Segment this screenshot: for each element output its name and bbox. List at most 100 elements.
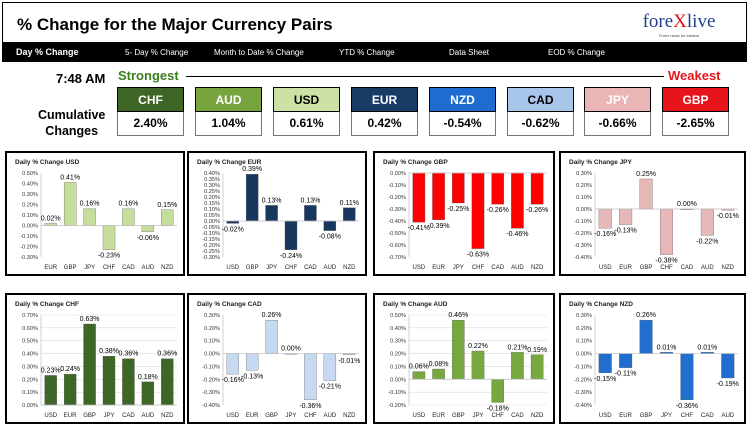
currency-value: 0.61%: [273, 112, 340, 136]
tab-day-change[interactable]: Day % Change: [16, 47, 79, 57]
bar: [491, 379, 504, 403]
currency-name: JPY: [584, 87, 651, 112]
tab-data-sheet[interactable]: Data Sheet: [449, 48, 490, 57]
data-label: -0.26%: [526, 207, 548, 214]
bar: [284, 220, 298, 250]
x-tick-label: CAD: [122, 413, 135, 419]
currency-name: EUR: [351, 87, 418, 112]
data-label: -0.16%: [222, 377, 244, 384]
chart-aud: -0.20% -0.10% 0.00% 0.10% 0.20% 0.30% 0.40% 0.5…: [388, 312, 547, 419]
chart-title: Daily % Change CAD: [197, 301, 262, 308]
tab-ytd-change[interactable]: YTD % Change: [339, 48, 395, 57]
data-label: 0.18%: [138, 374, 158, 381]
x-tick-label: AUD: [721, 413, 734, 419]
currency-name: USD: [273, 87, 340, 112]
currency-cell-2: AUD 1.04%: [195, 87, 262, 136]
chart-panel-cad: Daily % Change CAD -0.40% -0.30% -0.20% -0.…: [187, 293, 367, 424]
tab-5-day-change[interactable]: 5- Day % Change: [125, 48, 189, 57]
y-tick-label: -0.10%: [574, 219, 592, 225]
x-tick-label: EUR: [44, 265, 57, 271]
chart-title: Daily % Change AUD: [383, 301, 448, 308]
data-label: 0.41%: [60, 174, 80, 181]
bar: [471, 350, 485, 380]
chart-title: Daily % Change EUR: [197, 159, 262, 166]
chart-panel-chf: Daily % Change CHF 0.00% 0.10% 0.20% 0.30% 0…: [5, 293, 185, 424]
chart-chf: 0.00% 0.10% 0.20% 0.30% 0.40% 0.50% 0.60% 0.70%…: [22, 313, 177, 419]
cumulative-changes-label: Cumulative Changes: [38, 108, 106, 138]
y-tick-label: -0.05%: [202, 225, 220, 231]
x-tick-label: AUD: [142, 265, 155, 271]
y-tick-label: 0.10%: [390, 364, 406, 370]
x-tick-label: NZD: [722, 265, 735, 271]
data-label: 0.36%: [118, 351, 138, 358]
tab-month-to-date-change[interactable]: Month to Date % Change: [214, 48, 304, 57]
y-tick-label: 0.50%: [390, 313, 406, 319]
strongest-label: Strongest: [118, 68, 179, 83]
data-label: -0.19%: [717, 381, 739, 388]
y-tick-label: -0.30%: [202, 255, 220, 261]
y-tick-label: 0.40%: [22, 352, 38, 358]
y-tick-label: -0.60%: [388, 243, 406, 249]
bar: [63, 182, 77, 226]
y-tick-label: 0.50%: [22, 339, 38, 345]
data-label: -0.25%: [447, 206, 469, 213]
chart-panel-usd: Daily % Change USD -0.30% -0.20% -0.10% 0.0…: [5, 151, 185, 276]
x-tick-label: GBP: [83, 413, 96, 419]
y-tick-label: -0.10%: [202, 364, 220, 370]
x-tick-label: NZD: [531, 265, 544, 271]
data-label: 0.46%: [448, 312, 468, 319]
x-tick-label: AUD: [701, 265, 714, 271]
data-label: -0.02%: [222, 226, 244, 233]
currency-cell-5: NZD -0.54%: [429, 87, 496, 136]
x-tick-label: NZD: [161, 265, 174, 271]
bar: [530, 172, 544, 205]
bar: [141, 225, 155, 232]
y-tick-label: 0.20%: [204, 195, 220, 201]
bar: [141, 381, 155, 406]
currency-name: CAD: [507, 87, 574, 112]
bar: [619, 353, 633, 368]
bar: [245, 353, 259, 371]
x-tick-label: AUD: [324, 265, 337, 271]
y-tick-label: -0.10%: [20, 234, 38, 240]
bar: [83, 323, 96, 406]
x-tick-label: USD: [413, 413, 426, 419]
bar: [639, 178, 653, 210]
data-label: 0.25%: [636, 171, 656, 178]
y-tick-label: 0.30%: [576, 313, 592, 319]
bar: [323, 220, 337, 231]
chart-title: Daily % Change USD: [15, 159, 80, 166]
data-label: -0.36%: [676, 403, 698, 410]
y-tick-label: -0.20%: [574, 377, 592, 383]
data-label: 0.21%: [507, 344, 527, 351]
x-tick-label: CAD: [491, 265, 504, 271]
data-label: 0.00%: [677, 201, 697, 208]
bar: [639, 319, 653, 354]
tab-eod-change[interactable]: EOD % Change: [548, 48, 605, 57]
y-tick-label: 0.20%: [576, 183, 592, 189]
currency-value: 0.42%: [351, 112, 418, 136]
data-label: 0.24%: [60, 366, 80, 373]
data-label: 0.16%: [80, 201, 100, 208]
y-tick-label: -0.10%: [388, 390, 406, 396]
currency-value: -0.66%: [584, 112, 651, 136]
x-tick-label: GBP: [64, 265, 77, 271]
data-label: -0.41%: [408, 225, 430, 232]
y-tick-label: -0.10%: [574, 364, 592, 370]
y-tick-label: -0.40%: [202, 403, 220, 409]
y-tick-label: -0.10%: [388, 183, 406, 189]
currency-value: -0.54%: [429, 112, 496, 136]
chart-usd: -0.30% -0.20% -0.10% 0.00% 0.10% 0.20% 0.30% 0.…: [20, 171, 177, 271]
y-tick-label: 0.10%: [576, 195, 592, 201]
data-label: 0.01%: [697, 344, 717, 351]
currency-cell-3: USD 0.61%: [273, 87, 340, 136]
data-label: -0.13%: [615, 228, 637, 235]
data-label: -0.11%: [615, 371, 637, 378]
data-label: -0.21%: [319, 384, 341, 391]
x-tick-label: CAD: [701, 413, 714, 419]
chart-panel-jpy: Daily % Change JPY -0.40% -0.30% -0.20% -0.…: [559, 151, 746, 276]
y-tick-label: 0.60%: [22, 326, 38, 332]
data-label: -0.08%: [319, 234, 341, 241]
x-tick-label: EUR: [619, 413, 632, 419]
y-tick-label: -0.20%: [574, 231, 592, 237]
